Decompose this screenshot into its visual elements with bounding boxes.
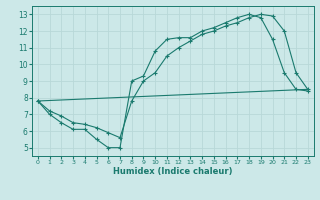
- X-axis label: Humidex (Indice chaleur): Humidex (Indice chaleur): [113, 167, 233, 176]
